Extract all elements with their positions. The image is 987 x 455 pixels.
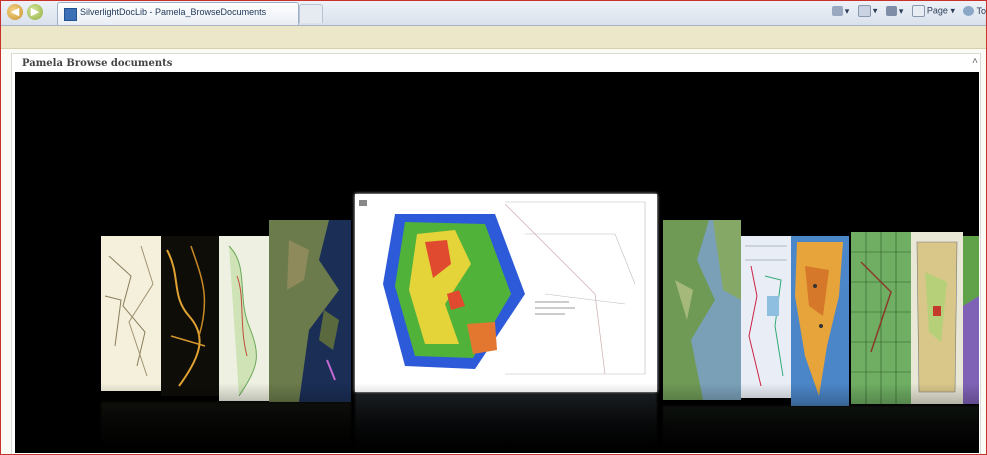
grid-map-image xyxy=(851,232,911,404)
command-bar: ▾ ▾ ▾ Page ▾ To xyxy=(826,5,986,21)
map-thumb-night[interactable] xyxy=(161,236,219,396)
panel-title: Pamela Browse documents xyxy=(22,58,173,69)
continent-map-image xyxy=(795,242,843,396)
forward-button[interactable]: ▶ xyxy=(27,4,43,20)
map-thumb-grid[interactable] xyxy=(851,232,911,404)
map-thumb-relief[interactable] xyxy=(911,232,963,404)
feeds-button[interactable]: ▾ xyxy=(857,5,877,17)
edge-map-image xyxy=(963,236,979,306)
panel-close-icon[interactable]: ˄ xyxy=(972,56,978,67)
contour-map-image xyxy=(228,245,257,397)
map-thumb-heatmap-selected[interactable] xyxy=(355,194,657,392)
page-menu-label: Page ▾ xyxy=(926,5,955,16)
floor-fade xyxy=(15,383,979,453)
tools-menu-button[interactable]: To xyxy=(963,6,986,17)
map-thumb-contour[interactable] xyxy=(219,236,269,401)
map-thumb-terrain[interactable] xyxy=(663,220,741,400)
print-icon xyxy=(885,6,897,17)
browser-tab[interactable]: SilverlightDocLib - Pamela_BrowseDocumen… xyxy=(57,2,299,25)
forward-arrow-icon: ▶ xyxy=(30,6,40,18)
satellite-map-image xyxy=(269,220,339,402)
night-map-image xyxy=(166,245,206,387)
heatmap-image xyxy=(359,200,646,375)
relief-map-image xyxy=(916,241,958,393)
home-button[interactable]: ▾ xyxy=(831,6,849,17)
home-icon xyxy=(831,6,843,17)
back-button[interactable]: ◀ xyxy=(7,4,23,20)
coverflow-viewer[interactable] xyxy=(15,72,979,453)
page-icon xyxy=(911,5,925,17)
page-favicon-icon xyxy=(64,8,77,21)
terrain-map-image xyxy=(663,220,741,400)
feeds-icon xyxy=(857,5,871,17)
print-button[interactable]: ▾ xyxy=(885,6,903,17)
browser-toolbar: ◀ ▶ SilverlightDocLib - Pamela_BrowseDoc… xyxy=(1,1,986,26)
back-arrow-icon: ◀ xyxy=(10,6,20,18)
map-thumb-continent[interactable] xyxy=(791,236,849,406)
page-menu-button[interactable]: Page ▾ xyxy=(911,5,955,17)
tab-title: SilverlightDocLib - Pamela_BrowseDocumen… xyxy=(80,7,267,17)
cross-section-image xyxy=(745,245,787,387)
map-thumb-satellite[interactable] xyxy=(269,220,351,402)
sketch-map-image xyxy=(104,245,154,377)
tools-gear-icon xyxy=(963,6,975,17)
new-tab-button[interactable] xyxy=(299,4,323,23)
map-thumb-edge[interactable] xyxy=(963,236,979,404)
map-thumb-sketch[interactable] xyxy=(101,236,161,391)
map-thumb-sections[interactable] xyxy=(741,236,791,398)
page-header-band xyxy=(1,26,986,49)
tools-menu-label: To xyxy=(976,5,986,16)
